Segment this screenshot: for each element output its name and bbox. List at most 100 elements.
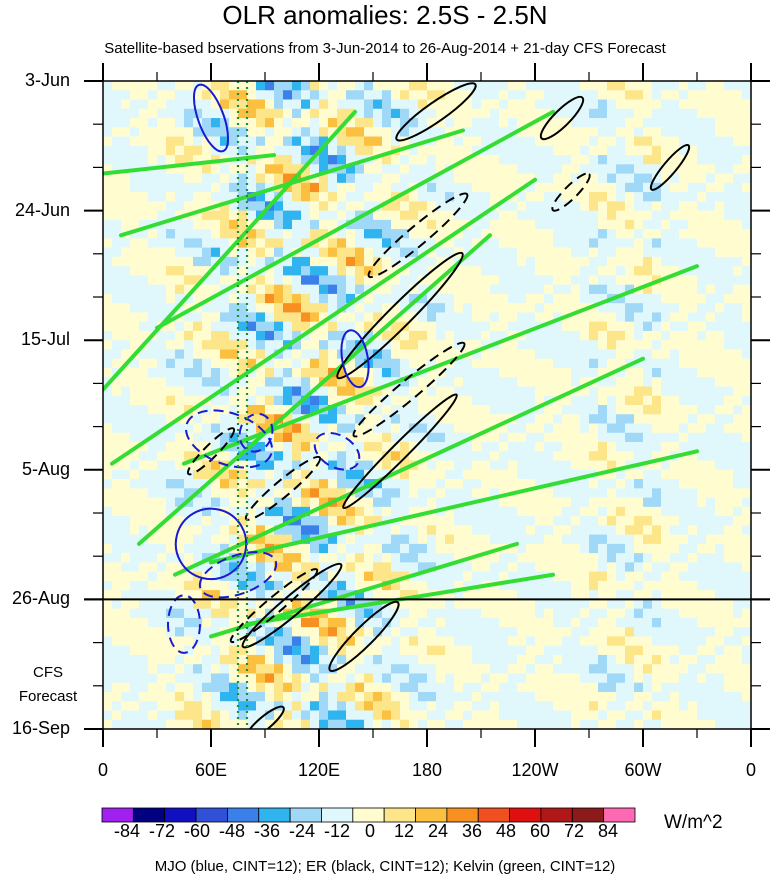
field-cell xyxy=(166,90,176,101)
field-cell xyxy=(562,701,572,712)
field-cell xyxy=(508,182,518,193)
field-cell xyxy=(706,608,716,619)
field-cell xyxy=(238,210,248,221)
field-cell xyxy=(589,497,599,508)
field-cell xyxy=(346,469,356,480)
field-cell xyxy=(571,664,581,675)
field-cell xyxy=(274,349,284,360)
field-cell xyxy=(184,710,194,721)
field-cell xyxy=(400,414,410,425)
field-cell xyxy=(319,664,329,675)
field-cell xyxy=(337,395,347,406)
field-cell xyxy=(517,145,527,156)
field-cell xyxy=(688,118,698,128)
field-cell xyxy=(733,192,743,202)
field-cell xyxy=(256,284,266,295)
field-cell xyxy=(571,497,581,508)
field-cell xyxy=(418,321,428,332)
field-cell xyxy=(517,525,527,536)
field-cell xyxy=(517,479,527,489)
field-cell xyxy=(157,506,167,517)
field-cell xyxy=(706,645,716,656)
field-cell xyxy=(463,136,473,147)
field-cell xyxy=(391,90,401,101)
field-cell xyxy=(364,636,374,647)
field-cell xyxy=(130,99,140,110)
field-cell xyxy=(346,497,356,508)
field-cell xyxy=(193,303,203,314)
field-cell xyxy=(400,506,410,517)
field-cell xyxy=(544,701,554,712)
field-cell xyxy=(418,275,428,286)
field-cell xyxy=(517,580,527,591)
field-cell xyxy=(706,525,716,536)
field-cell xyxy=(265,627,275,638)
field-cell xyxy=(346,580,356,591)
field-cell xyxy=(526,173,536,184)
field-cell xyxy=(472,136,482,147)
field-cell xyxy=(121,377,131,388)
field-cell xyxy=(247,367,257,378)
field-cell xyxy=(490,99,500,110)
field-cell xyxy=(301,247,311,258)
field-cell xyxy=(355,562,365,573)
field-cell xyxy=(364,617,374,628)
field-cell xyxy=(733,432,743,443)
field-cell xyxy=(229,488,239,499)
field-cell xyxy=(220,229,230,239)
field-cell xyxy=(112,405,122,415)
field-cell xyxy=(364,691,374,702)
field-cell xyxy=(301,293,311,304)
field-cell xyxy=(436,229,446,239)
field-cell xyxy=(229,293,239,304)
field-cell xyxy=(742,293,751,304)
field-cell xyxy=(130,118,140,128)
field-cell xyxy=(742,543,751,554)
field-cell xyxy=(166,442,176,452)
field-cell xyxy=(247,127,257,138)
field-cell xyxy=(652,451,662,462)
field-cell xyxy=(274,460,284,471)
field-cell xyxy=(301,349,311,360)
field-cell xyxy=(184,460,194,471)
field-cell xyxy=(130,266,140,276)
field-cell xyxy=(616,710,626,721)
field-cell xyxy=(355,238,365,249)
field-cell xyxy=(571,81,581,91)
field-cell xyxy=(202,654,212,665)
field-cell xyxy=(481,469,491,480)
field-cell xyxy=(139,90,149,101)
field-cell xyxy=(643,580,653,591)
field-cell xyxy=(364,173,374,184)
field-cell xyxy=(589,256,599,267)
field-cell xyxy=(256,534,266,545)
field-cell xyxy=(742,275,751,286)
field-cell xyxy=(130,247,140,258)
field-cell xyxy=(481,682,491,693)
field-cell xyxy=(337,414,347,425)
field-cell xyxy=(607,405,617,415)
field-cell xyxy=(463,701,473,712)
field-cell xyxy=(679,710,689,721)
field-cell xyxy=(301,497,311,508)
field-cell xyxy=(418,682,428,693)
field-cell xyxy=(580,534,590,545)
field-cell xyxy=(625,525,635,536)
field-cell xyxy=(589,395,599,406)
field-cell xyxy=(202,617,212,628)
field-cell xyxy=(643,303,653,314)
field-cell xyxy=(256,543,266,554)
field-cell xyxy=(112,321,122,332)
field-cell xyxy=(364,664,374,675)
field-cell xyxy=(139,645,149,656)
field-cell xyxy=(517,192,527,202)
field-cell xyxy=(292,617,302,628)
field-cell xyxy=(283,90,293,101)
field-cell xyxy=(175,432,185,443)
field-cell xyxy=(148,284,158,295)
field-cell xyxy=(175,682,185,693)
field-cell xyxy=(598,266,608,276)
field-cell xyxy=(328,118,338,128)
field-cell xyxy=(139,293,149,304)
field-cell xyxy=(508,256,518,267)
